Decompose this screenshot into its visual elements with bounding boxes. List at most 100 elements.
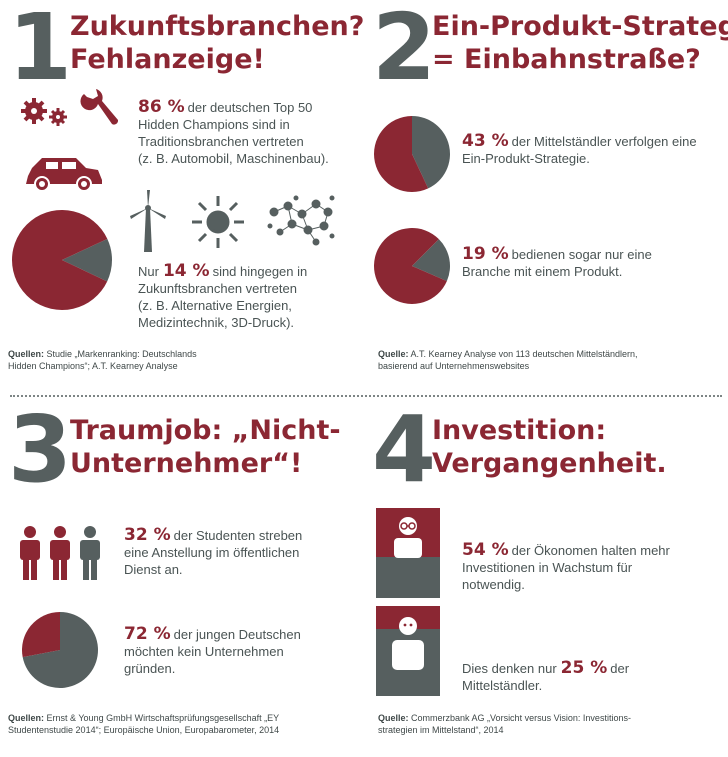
s3-stat1-first: der Studenten streben: [173, 528, 303, 543]
s4-stat1-first: der Ökonomen halten mehr: [511, 543, 670, 558]
s3-stat1-pct: 32 %: [124, 525, 171, 545]
s1-stat1-first: der deutschen Top 50: [187, 100, 313, 115]
s4-source-line-1: Quelle: Commerzbank AG „Vorsicht versus …: [378, 712, 631, 724]
s1-stat1-line-4: (z. B. Automobil, Maschinenbau).: [138, 151, 329, 166]
s1-stat1-pct: 86 %: [138, 97, 185, 117]
s1-stat2-line-2: Zukunftsbranchen vertreten: [138, 281, 297, 296]
s1-source: Quellen: Studie „Markenranking: Deutschl…: [8, 348, 197, 372]
s2-source-line-1: Quelle: A.T. Kearney Analyse von 113 deu…: [378, 348, 638, 360]
s3-source-label: Quellen:: [8, 713, 45, 723]
wind-turbine-icon: [130, 190, 166, 252]
s4-stat2-line-1: Dies denken nur 25 % der: [462, 660, 629, 677]
s2-stat1-text: 43 % der Mittelständler verfolgen eine Ei…: [462, 133, 697, 167]
s2-stat2-line-1: 19 % bedienen sogar nur eine: [462, 246, 652, 263]
s4-source-line-2: strategien im Mittelstand“, 2014: [378, 725, 504, 735]
s4-stat1-pct: 54 %: [462, 540, 509, 560]
section-2-number: 2: [372, 0, 437, 101]
s2-stat1-line-2: Ein-Produkt-Strategie.: [462, 151, 590, 166]
section-4-title-line-1: Investition:: [432, 415, 607, 446]
s4-stat2-prefix: Dies denken nur: [462, 661, 557, 676]
section-3-title: Traumjob: „Nicht- Unternehmer“!: [70, 414, 341, 480]
s2-pie-1-gray-slice: [412, 116, 450, 189]
s1-stat2-prefix: Nur: [138, 264, 159, 279]
section-3-title-line-1: Traumjob: „Nicht-: [70, 415, 341, 446]
s4-stat2-line-2: Mittelständler.: [462, 678, 543, 693]
section-4-title-line-2: Vergangenheit.: [432, 448, 667, 479]
s4-midsize-box: [376, 606, 440, 696]
car-icon: [26, 158, 102, 192]
section-divider: [10, 395, 722, 397]
s3-stat1-text: 32 % der Studenten streben eine Anstellun…: [124, 527, 302, 578]
s3-source: Quellen: Ernst & Young GmbH Wirtschaftsp…: [8, 712, 279, 736]
section-1-title-line-2: Fehlanzeige!: [70, 44, 265, 75]
s1-source-label: Quellen:: [8, 349, 45, 359]
s1-stat1-line-1: 86 % der deutschen Top 50: [138, 99, 329, 116]
s2-stat2-text: 19 % bedienen sogar nur eine Branche mit …: [462, 246, 652, 280]
s1-pie-chart: [11, 209, 112, 310]
s2-source-line-2: basierend auf Unternehmenswebsites: [378, 361, 530, 371]
s4-stat1-line-3: notwendig.: [462, 577, 525, 592]
section-3-title-line-2: Unternehmer“!: [70, 448, 303, 479]
s2-stat1-line-1: 43 % der Mittelständler verfolgen eine: [462, 133, 697, 150]
s4-source-text-1: Commerzbank AG „Vorsicht versus Vision: …: [411, 713, 631, 723]
s3-stat2-text: 72 % der jungen Deutschen möchten kein Un…: [124, 626, 301, 677]
s3-stat2-line-2: möchten kein Unternehmen: [124, 644, 284, 659]
s3-stat2-first: der jungen Deutschen: [173, 627, 301, 642]
s3-stat2-line-1: 72 % der jungen Deutschen: [124, 626, 301, 643]
s2-pie-chart-2: [374, 228, 450, 304]
section-1-number: 1: [8, 0, 73, 101]
s3-stat2-pct: 72 %: [124, 624, 171, 644]
section-1-title-line-1: Zukunftsbranchen?: [70, 11, 365, 42]
s1-stat2-pct: 14 %: [162, 261, 210, 281]
s2-stat2-line-2: Branche mit einem Produkt.: [462, 264, 623, 279]
s1-source-text-1: Studie „Markenranking: Deutschlands: [46, 349, 197, 359]
wrench-icon: [80, 89, 119, 125]
sun-icon: [192, 196, 244, 248]
s1-source-line-1: Quellen: Studie „Markenranking: Deutschl…: [8, 348, 197, 360]
s1-stat2-line-4: Medizintechnik, 3D-Druck).: [138, 315, 295, 330]
s4-stat1-line-2: Investitionen in Wachstum für: [462, 560, 633, 575]
s4-stat1-line-1: 54 % der Ökonomen halten mehr: [462, 542, 670, 559]
s3-stat1-line-3: Dienst an.: [124, 562, 183, 577]
section-3-number: 3: [8, 396, 73, 503]
s3-stat1-line-1: 32 % der Studenten streben: [124, 527, 302, 544]
section-2-title-line-1: Ein-Produkt-Strategie: [432, 11, 728, 42]
s4-source-label: Quelle:: [378, 713, 409, 723]
s4-stat2-first: der: [610, 661, 630, 676]
section-2-title: Ein-Produkt-Strategie = Einbahnstraße?: [432, 10, 728, 76]
s1-stat2-line-1: Nur 14 % sind hingegen in: [138, 263, 307, 280]
s2-stat1-pct: 43 %: [462, 131, 509, 151]
gear-icon: [21, 98, 67, 126]
people-icon: [20, 526, 100, 580]
s2-pie-chart-1: [374, 116, 450, 192]
s3-stat1-line-2: eine Anstellung im öffentlichen: [124, 545, 300, 560]
section-4-title: Investition: Vergangenheit.: [432, 414, 667, 480]
s1-pie-gray-slice: [62, 238, 112, 282]
s2-pie-2-red-slice: [374, 228, 447, 304]
midsize-person-icon: [392, 617, 424, 670]
s2-source: Quelle: A.T. Kearney Analyse von 113 deu…: [378, 348, 638, 372]
section-4-number: 4: [372, 396, 437, 503]
s2-source-label: Quelle:: [378, 349, 409, 359]
s1-stat2-line-3: (z. B. Alternative Energien,: [138, 298, 292, 313]
s3-source-line-2: Studentenstudie 2014“; Europäische Union…: [8, 725, 280, 735]
s4-stat2-pct: 25 %: [560, 658, 608, 678]
s4-economists-box: [376, 508, 440, 598]
s1-pie-red-slice: [11, 209, 108, 310]
s2-pie-1-red-slice: [374, 116, 429, 192]
s3-pie-gray-slice: [22, 612, 99, 688]
s1-stat1-text: 86 % der deutschen Top 50 Hidden Champion…: [138, 99, 329, 167]
s3-source-text-1: Ernst & Young GmbH Wirtschaftsprüfungsge…: [46, 713, 280, 723]
s2-source-text-1: A.T. Kearney Analyse von 113 deutschen M…: [410, 349, 638, 359]
s1-stat2-first: sind hingegen in: [212, 264, 308, 279]
s2-pie-2-gray-slice: [412, 239, 450, 282]
s1-source-line-2: Hidden Champions“; A.T. Kearney Analyse: [8, 361, 178, 371]
s1-stat1-line-3: Traditionsbranchen vertreten: [138, 134, 304, 149]
section-1-title: Zukunftsbranchen? Fehlanzeige!: [70, 10, 364, 76]
s4-source: Quelle: Commerzbank AG „Vorsicht versus …: [378, 712, 631, 736]
s4-stat1-text: 54 % der Ökonomen halten mehr Investition…: [462, 542, 670, 593]
s1-stat1-line-2: Hidden Champions sind in: [138, 117, 290, 132]
section-2-title-line-2: = Einbahnstraße?: [432, 44, 701, 75]
s3-stat2-line-3: gründen.: [124, 661, 176, 676]
molecule-icon: [267, 195, 335, 246]
